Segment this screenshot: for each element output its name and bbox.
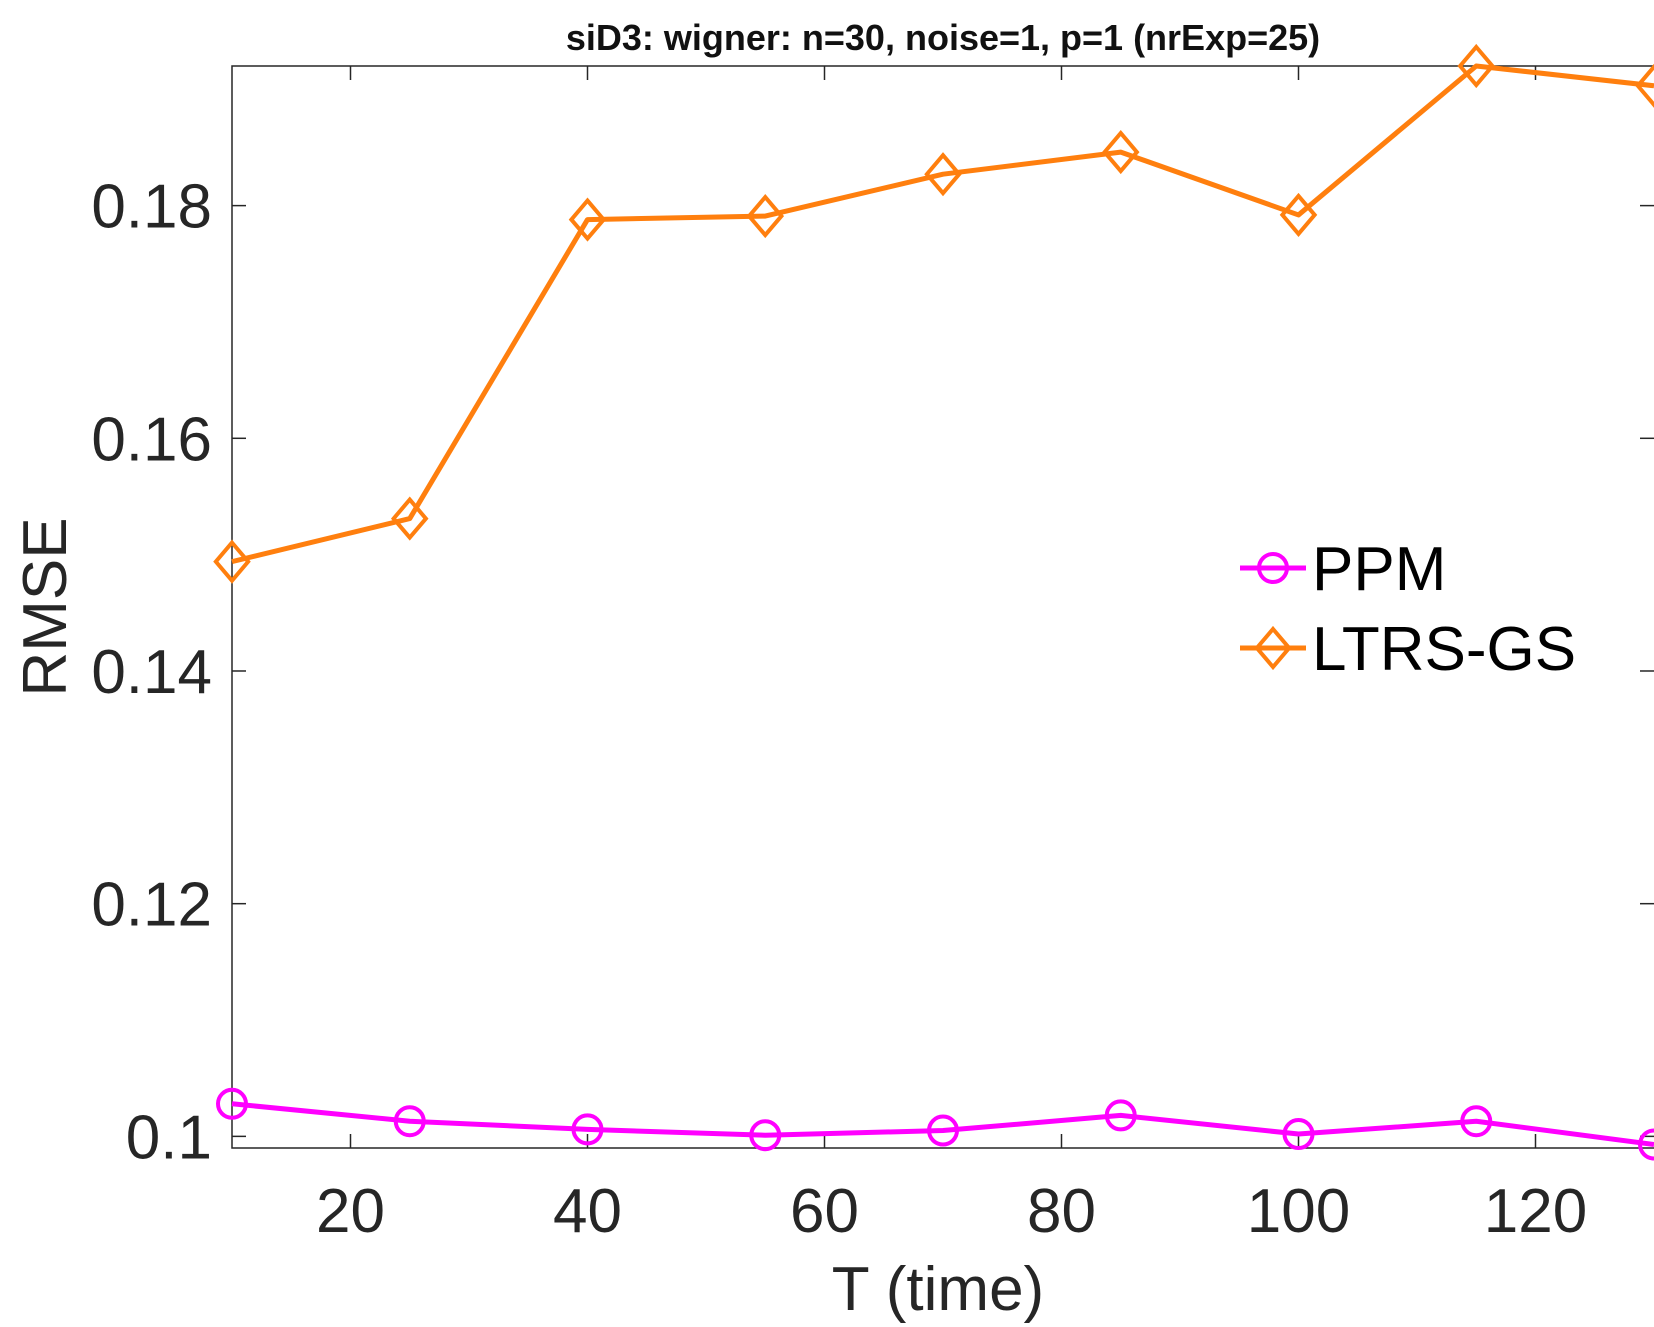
x-tick-label: 20 xyxy=(316,1177,385,1246)
data-point-ltrs-gs xyxy=(1457,43,1496,89)
legend-item-ltrs-gs: LTRS-GS xyxy=(1240,615,1576,684)
y-tick-label: 0.12 xyxy=(91,871,212,940)
series-line-ppm xyxy=(231,1101,1654,1147)
data-point-ltrs-gs xyxy=(746,193,785,239)
x-tick-label: 40 xyxy=(553,1177,622,1246)
data-point-ltrs-gs xyxy=(213,539,251,584)
series-layer xyxy=(213,43,1654,1161)
data-point-ppm xyxy=(1460,1105,1493,1138)
data-point-ltrs-gs xyxy=(1101,130,1140,175)
legend-marker-ppm xyxy=(1257,552,1289,584)
legend-item-ppm: PPM xyxy=(1240,535,1446,604)
y-tick-label: 0.14 xyxy=(91,638,212,707)
data-point-ltrs-gs xyxy=(1279,192,1318,238)
legend: PPM LTRS-GS xyxy=(1240,535,1576,684)
data-point-ppm xyxy=(571,1113,604,1146)
x-tick-label: 60 xyxy=(790,1177,859,1246)
data-point-ppm xyxy=(927,1114,959,1147)
axis-ticks xyxy=(232,66,1654,1148)
x-tick-label: 120 xyxy=(1484,1177,1587,1246)
y-axis-label: RMSE xyxy=(11,517,80,696)
data-point-ppm xyxy=(1104,1099,1137,1132)
legend-marker-ltrs-gs xyxy=(1254,625,1292,671)
series-ltrs-gs xyxy=(213,43,1654,584)
data-point-ppm xyxy=(749,1119,782,1152)
plot-area-frame xyxy=(231,65,1654,1149)
data-point-ppm xyxy=(1638,1128,1654,1161)
x-tick-label: 100 xyxy=(1247,1177,1350,1246)
x-tick-labels: 20 40 60 80 100 120 xyxy=(316,1177,1587,1246)
data-point-ppm xyxy=(216,1087,248,1120)
data-point-ltrs-gs xyxy=(568,197,607,242)
data-point-ltrs-gs xyxy=(1635,63,1654,108)
y-tick-label: 0.16 xyxy=(91,405,212,474)
x-axis-label: T (time) xyxy=(832,1255,1044,1324)
y-tick-label: 0.1 xyxy=(126,1103,212,1172)
legend-label-ltrs-gs: LTRS-GS xyxy=(1312,615,1576,684)
data-point-ltrs-gs xyxy=(924,152,962,197)
data-point-ppm xyxy=(393,1105,426,1138)
series-ppm xyxy=(216,1087,1654,1161)
data-point-ppm xyxy=(1282,1118,1315,1151)
x-tick-label: 80 xyxy=(1027,1177,1096,1246)
series-line-ltrs-gs xyxy=(231,63,1654,565)
y-tick-label: 0.18 xyxy=(91,173,212,242)
chart-title: siD3: wigner: n=30, noise=1, p=1 (nrExp=… xyxy=(566,17,1320,58)
legend-label-ppm: PPM xyxy=(1312,535,1446,604)
y-tick-labels: 0.1 0.12 0.14 0.16 0.18 xyxy=(91,173,212,1173)
data-point-ltrs-gs xyxy=(390,496,429,541)
